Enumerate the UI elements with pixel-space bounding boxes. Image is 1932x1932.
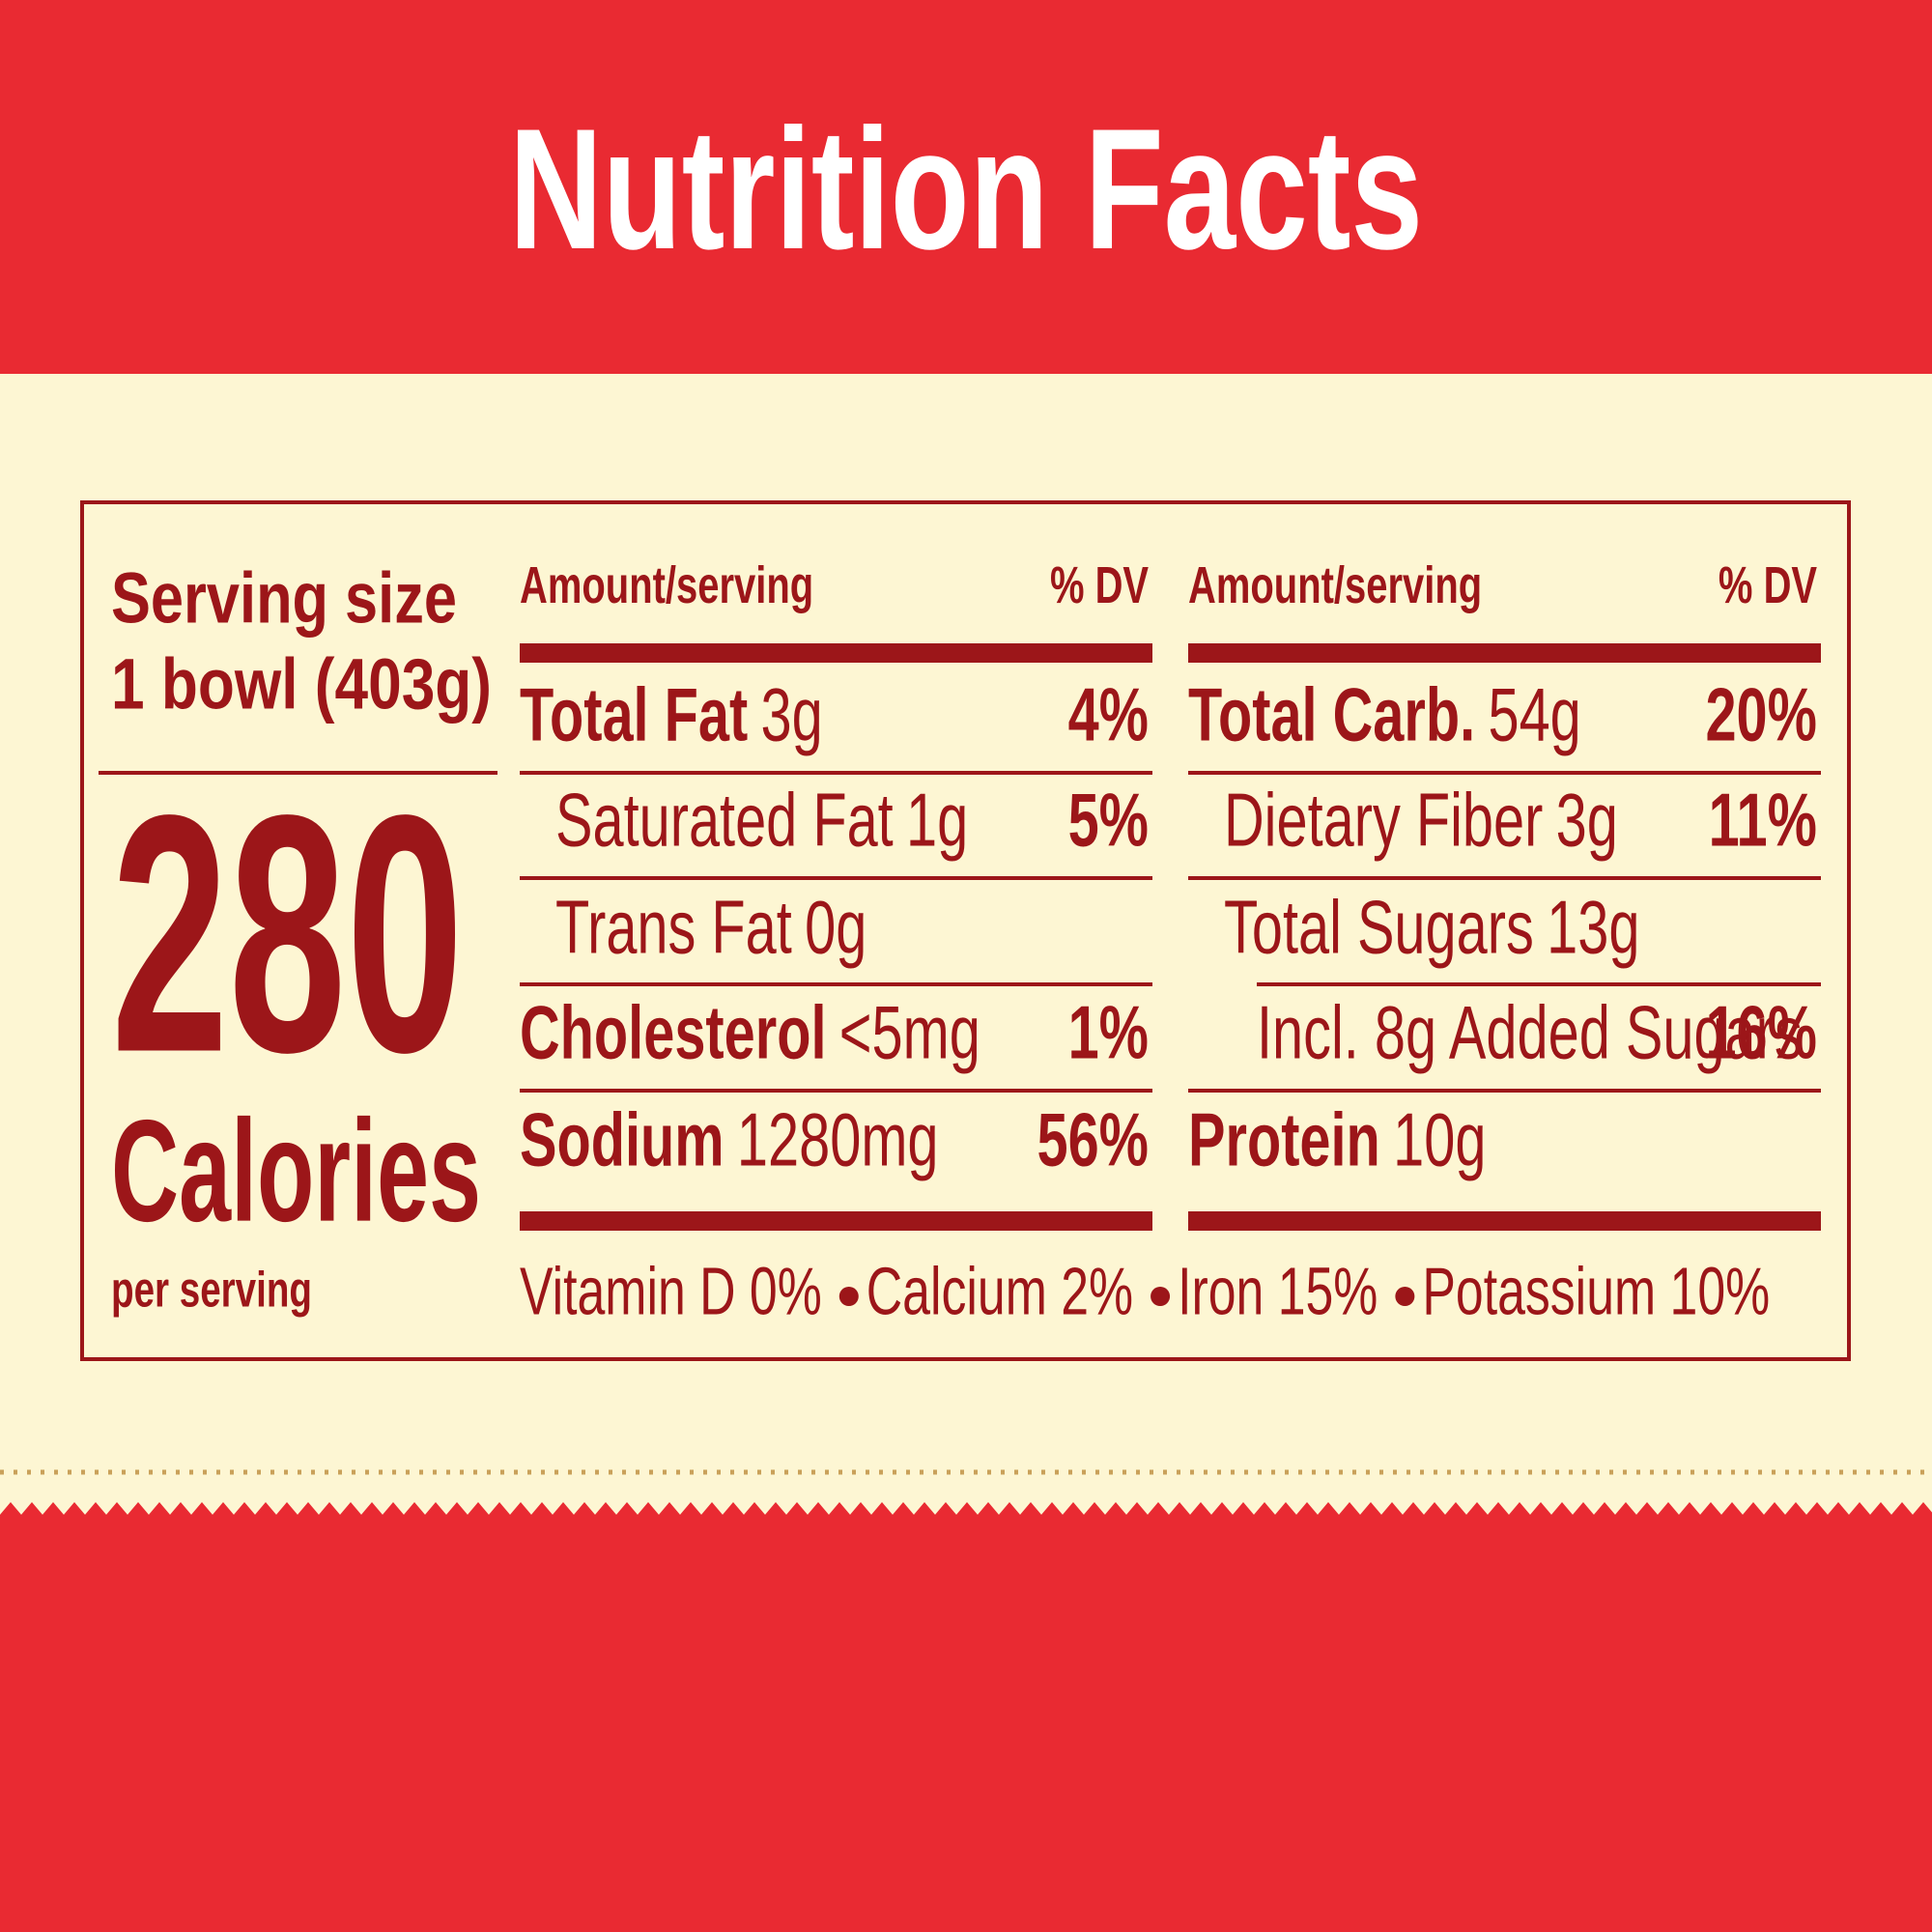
nutrient-row: Sodium 1280mg <box>520 1097 939 1182</box>
nutrient-name: Trans Fat <box>555 885 792 970</box>
vitamin: Iron 15% <box>1178 1254 1378 1329</box>
nutrient-row: Incl. 8g Added Sugars <box>1257 990 1803 1075</box>
calories-amount: 280 <box>111 745 464 1122</box>
nutrient-name: Total Carb. <box>1188 672 1475 757</box>
column-header: Amount/serving <box>1188 557 1482 615</box>
calories-label: Calories <box>111 1090 481 1252</box>
nutrient-amount: 54g <box>1488 672 1580 757</box>
nutrient-row: Total Fat 3g <box>520 672 823 757</box>
serving-size: 1 bowl (403g) <box>111 644 492 724</box>
nutrient-amount: 3g <box>1556 778 1618 863</box>
vitamin: Vitamin D 0% <box>520 1254 822 1329</box>
nutrient-name: Total Fat <box>520 672 748 757</box>
vitamin: Potassium 10% <box>1422 1254 1770 1329</box>
nutrient-amount: 1g <box>906 778 968 863</box>
thick-bar <box>520 643 1152 663</box>
nutrient-dv: 4% <box>1068 672 1149 757</box>
nutrient-dv: 16% <box>1705 990 1817 1075</box>
bullet <box>838 1287 859 1306</box>
nutrient-dv: 20% <box>1705 672 1817 757</box>
serving-label: Serving size <box>111 558 457 639</box>
nutrient-row: Total Carb. 54g <box>1188 672 1581 757</box>
thick-bar <box>1188 1211 1821 1231</box>
column-header: Amount/serving <box>520 557 813 615</box>
nutrient-row: Protein 10g <box>1188 1097 1486 1182</box>
nutrient-amount: <5mg <box>839 990 980 1075</box>
nutrient-dv: 1% <box>1068 990 1149 1075</box>
nutrient-amount: 1280mg <box>737 1097 939 1182</box>
calories-per: per serving <box>111 1263 312 1319</box>
nutrient-name: Cholesterol <box>520 990 827 1075</box>
nutrient-row: Cholesterol <5mg <box>520 990 980 1075</box>
nutrient-dv: 56% <box>1037 1097 1149 1182</box>
nutrient-amount: 3g <box>761 672 823 757</box>
nutrient-row: Dietary Fiber 3g <box>1224 778 1618 863</box>
nutrient-row: Saturated Fat 1g <box>555 778 968 863</box>
vitamins: Vitamin D 0% Calcium 2% Iron 15% Potassium … <box>520 1254 1770 1329</box>
nutrient-amount: 0g <box>805 885 867 970</box>
nutrient-dv: 11% <box>1709 778 1817 863</box>
nutrient-name: Dietary Fiber <box>1224 778 1543 863</box>
bottom-band <box>0 1502 1932 1932</box>
bullet <box>1395 1287 1415 1306</box>
column-header-dv: % DV <box>1050 557 1149 615</box>
vitamin: Calcium 2% <box>867 1254 1133 1329</box>
nutrient-name: Saturated Fat <box>555 778 894 863</box>
thick-bar <box>520 1211 1152 1231</box>
nutrient-dv: 5% <box>1068 778 1149 863</box>
nutrient-name: Incl. 8g Added Sugars <box>1257 990 1803 1075</box>
column-header-dv: % DV <box>1719 557 1817 615</box>
nutrient-name: Protein <box>1188 1097 1380 1182</box>
nutrient-name: Sodium <box>520 1097 724 1182</box>
top-band <box>0 0 1932 374</box>
bullet <box>1151 1287 1171 1306</box>
nutrient-row: Trans Fat 0g <box>555 885 867 970</box>
title: Nutrition Facts <box>509 93 1423 285</box>
facts-box <box>80 500 1851 1361</box>
nutrient-amount: 13g <box>1547 885 1639 970</box>
thick-bar <box>1188 643 1821 663</box>
nutrient-amount: 10g <box>1393 1097 1486 1182</box>
nutrient-name: Total Sugars <box>1224 885 1534 970</box>
nutrient-row: Total Sugars 13g <box>1224 885 1639 970</box>
